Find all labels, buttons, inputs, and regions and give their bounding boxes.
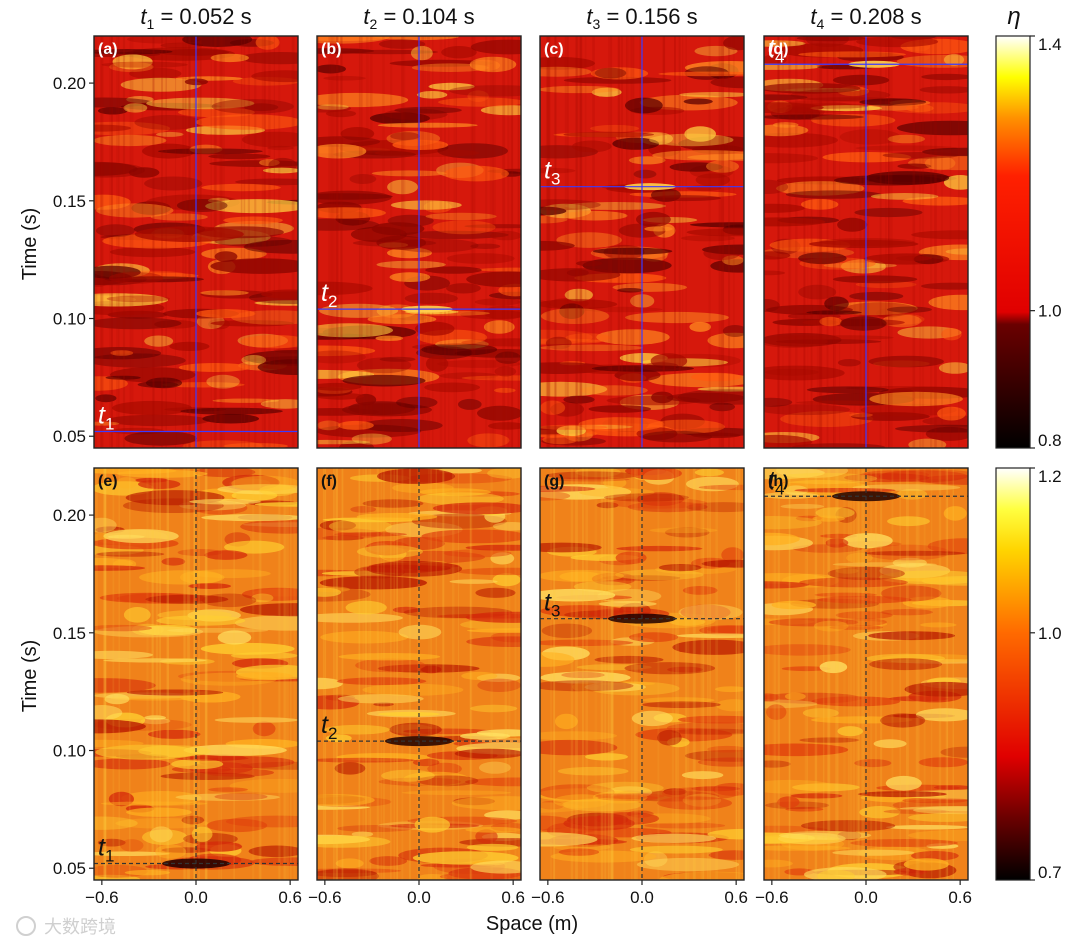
panel-label: (b) (321, 41, 341, 58)
x-tick-label: 0.6 (278, 888, 302, 907)
colorbar-tick-label: 0.7 (1038, 863, 1062, 882)
panel-a: (a) t1 (93, 35, 299, 449)
time-marker-label: t1 (98, 834, 114, 866)
panel-label: (d) (768, 41, 788, 58)
panel-e: (e) t1 (93, 467, 299, 881)
y-tick-label: 0.20 (53, 506, 86, 525)
x-tick-label: 0.6 (501, 888, 525, 907)
column-title: t4 = 0.208 s (810, 4, 921, 32)
y-axis-label-top: Time (s) (19, 208, 41, 281)
colorbar-label: η (1007, 3, 1020, 30)
colorbar-tick-label: 1.4 (1038, 35, 1062, 54)
column-titles: t1 = 0.052 s t2 = 0.104 s t3 = 0.156 s t4 =… (140, 4, 921, 32)
panel-d: (d)t4 (763, 34, 969, 449)
y-tick-label: 0.10 (53, 310, 86, 329)
x-tick-label: −0.6 (308, 888, 342, 907)
x-tick-label: −0.6 (755, 888, 789, 907)
x-tick-label: 0.6 (948, 888, 972, 907)
x-tick-label: 0.0 (184, 888, 208, 907)
column-title: t2 = 0.104 s (363, 4, 474, 32)
x-axes: −0.6 0.0 0.6 −0.6 0.0 0.6 −0.6 0.0 0.6 −0.6 0.0 0.6 (85, 880, 972, 907)
panel-label: (c) (544, 41, 564, 58)
panel-c: (c) t3 (539, 35, 745, 449)
time-marker-label: t3 (544, 157, 560, 189)
panel-frame (539, 35, 745, 449)
panel-label: (f) (321, 473, 337, 490)
time-marker-label: t4 (768, 466, 784, 498)
x-tick-label: 0.0 (854, 888, 878, 907)
y-axes: 0.05 0.10 0.15 0.20 0.05 0.10 0.15 0.20 (53, 74, 94, 878)
x-tick-label: 0.0 (630, 888, 654, 907)
time-marker-label: t4 (768, 34, 784, 66)
colorbar-tick-label: 1.0 (1038, 302, 1062, 321)
column-title: t1 = 0.052 s (140, 4, 251, 32)
y-tick-label: 0.10 (53, 742, 86, 761)
watermark-logo-icon (16, 916, 36, 936)
panels: (a)t1(b)t2(c)t3(d)t4(e)t1(f)t2(g)t3(h)t4 (93, 34, 969, 881)
x-tick-label: −0.6 (531, 888, 565, 907)
panel-h: (h)t4 (763, 466, 969, 881)
panel-frame (93, 35, 299, 449)
y-tick-label: 0.15 (53, 624, 86, 643)
panel-frame (316, 35, 522, 449)
watermark-text: 大数跨境 (44, 917, 116, 938)
panel-label: (e) (98, 473, 118, 490)
panel-b: (b) t2 (316, 35, 522, 449)
colorbars: η 0.8 1.0 1.4 0.7 1.0 1.2 (995, 3, 1062, 882)
x-tick-label: −0.6 (85, 888, 119, 907)
y-tick-label: 0.05 (53, 427, 86, 446)
y-axis-label-bottom: Time (s) (19, 640, 41, 713)
colorbar-tick-label: 1.0 (1038, 624, 1062, 643)
panel-label: (h) (768, 473, 788, 490)
panel-frame (763, 35, 969, 449)
y-tick-label: 0.05 (53, 859, 86, 878)
watermark: 大数跨境 (16, 916, 116, 938)
time-marker-label: t1 (98, 402, 114, 434)
x-axis-label: Space (m) (486, 913, 578, 935)
time-marker-label: t2 (321, 279, 337, 311)
panel-g: (g) t3 (539, 467, 745, 881)
time-marker-label: t2 (321, 711, 337, 743)
colorbar-tick-label: 1.2 (1038, 467, 1062, 486)
x-tick-label: 0.0 (407, 888, 431, 907)
colorbar-bottom (995, 467, 1031, 881)
column-title: t3 = 0.156 s (586, 4, 697, 32)
panel-f: (f) t2 (316, 467, 522, 881)
y-tick-label: 0.15 (53, 192, 86, 211)
time-marker-label: t3 (544, 589, 560, 621)
x-tick-label: 0.6 (724, 888, 748, 907)
colorbar-top (995, 35, 1031, 449)
panel-label: (g) (544, 473, 564, 490)
colorbar-tick-label: 0.8 (1038, 431, 1062, 450)
panel-label: (a) (98, 41, 118, 58)
y-tick-label: 0.20 (53, 74, 86, 93)
